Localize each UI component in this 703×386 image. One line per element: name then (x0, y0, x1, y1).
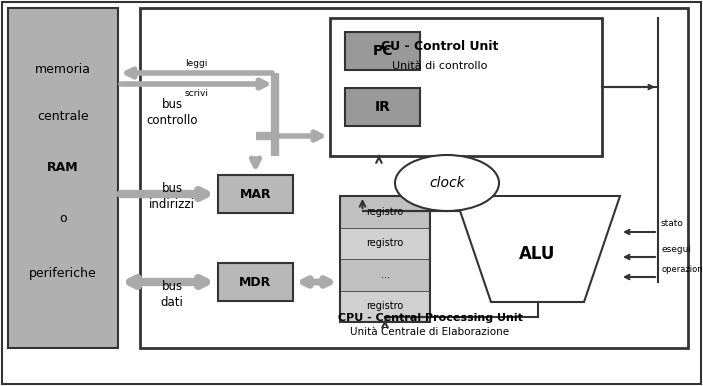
Text: bus
indirizzi: bus indirizzi (149, 181, 195, 210)
Text: CPU - Central Processing Unit: CPU - Central Processing Unit (337, 313, 522, 323)
Text: MAR: MAR (240, 188, 271, 200)
Text: bus
dati: bus dati (160, 281, 183, 310)
Bar (140, 8, 688, 348)
Text: Unità di controllo: Unità di controllo (392, 61, 488, 71)
Bar (340, 196, 430, 322)
Text: registro: registro (366, 207, 404, 217)
Ellipse shape (395, 155, 499, 211)
Bar (340, 227, 430, 259)
Text: periferiche: periferiche (29, 267, 97, 280)
Text: esegui: esegui (661, 244, 691, 254)
Text: memoria: memoria (35, 63, 91, 76)
Text: MDR: MDR (240, 276, 271, 288)
Text: leggi: leggi (186, 59, 207, 68)
Text: IR: IR (375, 100, 390, 114)
Text: registro: registro (366, 301, 404, 311)
Text: scrivi: scrivi (184, 90, 209, 98)
Bar (340, 291, 430, 322)
Text: registro: registro (366, 238, 404, 248)
Text: Unità Centrale di Elaborazione: Unità Centrale di Elaborazione (350, 327, 510, 337)
Bar (345, 32, 420, 70)
Text: stato: stato (661, 220, 684, 229)
Text: bus
controllo: bus controllo (146, 98, 198, 127)
Text: ALU: ALU (520, 245, 555, 263)
Text: RAM: RAM (47, 161, 79, 174)
Text: clock: clock (430, 176, 465, 190)
Text: centrale: centrale (37, 110, 89, 123)
Text: ...: ... (380, 270, 389, 280)
Text: o: o (59, 212, 67, 225)
Text: operazione: operazione (661, 264, 703, 274)
Bar (218, 175, 293, 213)
Bar (340, 196, 430, 227)
Text: CU - Control Unit: CU - Control Unit (381, 39, 498, 52)
Text: PC: PC (373, 44, 393, 58)
Bar (218, 263, 293, 301)
Bar (8, 8, 118, 348)
Bar (330, 18, 602, 156)
Bar (340, 259, 430, 291)
Polygon shape (455, 196, 620, 302)
Bar (345, 88, 420, 126)
